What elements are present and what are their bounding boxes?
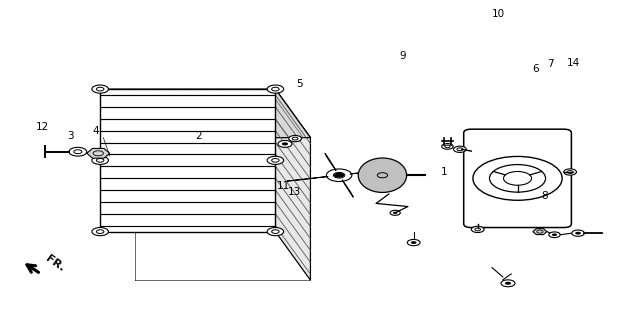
Circle shape [278, 140, 292, 147]
Text: 6: 6 [532, 64, 539, 74]
Circle shape [334, 173, 344, 178]
Polygon shape [342, 180, 353, 197]
Circle shape [371, 170, 394, 181]
Text: 7: 7 [547, 59, 554, 69]
Circle shape [92, 228, 108, 236]
Polygon shape [287, 176, 328, 181]
Circle shape [548, 232, 560, 238]
Circle shape [471, 226, 484, 233]
Text: 11: 11 [277, 181, 291, 191]
Text: 13: 13 [288, 187, 301, 197]
Text: 3: 3 [67, 131, 74, 141]
Text: 5: 5 [296, 79, 303, 89]
Circle shape [575, 232, 581, 234]
Text: 4: 4 [92, 126, 99, 137]
Text: 14: 14 [567, 58, 580, 68]
Circle shape [393, 212, 397, 214]
Circle shape [454, 146, 467, 152]
Polygon shape [533, 228, 547, 234]
Circle shape [92, 156, 108, 164]
Circle shape [326, 169, 352, 181]
Polygon shape [275, 89, 310, 280]
Circle shape [572, 230, 584, 236]
Text: 2: 2 [196, 131, 202, 141]
Circle shape [407, 240, 420, 246]
Polygon shape [350, 169, 392, 174]
Circle shape [267, 156, 284, 164]
Text: 12: 12 [36, 122, 49, 132]
Text: 10: 10 [492, 9, 505, 19]
Circle shape [505, 282, 511, 285]
Circle shape [282, 142, 288, 145]
Circle shape [267, 85, 284, 93]
Circle shape [552, 234, 557, 236]
FancyBboxPatch shape [464, 129, 572, 228]
Polygon shape [325, 153, 336, 171]
Polygon shape [100, 89, 275, 232]
Polygon shape [100, 89, 310, 138]
Circle shape [390, 210, 400, 215]
Circle shape [442, 143, 453, 149]
Circle shape [289, 136, 301, 142]
Polygon shape [87, 149, 109, 158]
Text: 1: 1 [441, 167, 447, 177]
Text: 9: 9 [399, 51, 406, 61]
Text: FR.: FR. [44, 253, 67, 273]
Circle shape [69, 147, 87, 156]
Circle shape [411, 241, 417, 244]
Circle shape [501, 280, 515, 287]
Circle shape [564, 169, 577, 175]
Circle shape [92, 85, 108, 93]
Circle shape [267, 228, 284, 236]
Ellipse shape [358, 158, 406, 192]
Text: 8: 8 [541, 191, 548, 201]
